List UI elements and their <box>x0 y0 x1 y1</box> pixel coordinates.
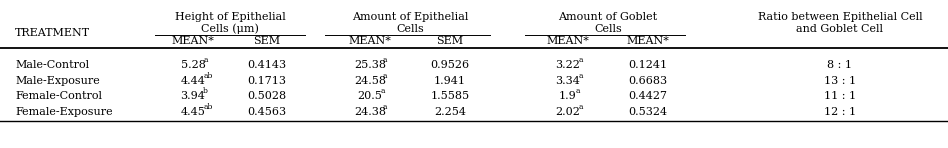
Text: 0.4143: 0.4143 <box>247 60 286 70</box>
Text: 3.34: 3.34 <box>556 76 580 86</box>
Text: 0.4427: 0.4427 <box>629 91 667 101</box>
Text: 24.58: 24.58 <box>354 76 386 86</box>
Text: SEM: SEM <box>436 36 464 46</box>
Text: a: a <box>578 103 583 111</box>
Text: Male-Exposure: Male-Exposure <box>15 76 100 86</box>
Text: SEM: SEM <box>253 36 281 46</box>
Text: ab: ab <box>203 72 212 80</box>
Text: 4.45: 4.45 <box>180 107 206 117</box>
Text: 4.44: 4.44 <box>180 76 206 86</box>
Text: MEAN*: MEAN* <box>547 36 590 46</box>
Text: 25.38: 25.38 <box>354 60 386 70</box>
Text: and Goblet Cell: and Goblet Cell <box>796 24 884 34</box>
Text: Female-Exposure: Female-Exposure <box>15 107 113 117</box>
Text: MEAN*: MEAN* <box>349 36 392 46</box>
Text: 0.6683: 0.6683 <box>629 76 667 86</box>
Text: MEAN*: MEAN* <box>172 36 214 46</box>
Text: 12 : 1: 12 : 1 <box>824 107 856 117</box>
Text: Cells: Cells <box>594 24 622 34</box>
Text: TREATMENT: TREATMENT <box>15 28 90 37</box>
Text: ab: ab <box>203 103 212 111</box>
Text: 11 : 1: 11 : 1 <box>824 91 856 101</box>
Text: Female-Control: Female-Control <box>15 91 102 101</box>
Text: 0.1241: 0.1241 <box>629 60 667 70</box>
Text: 2.254: 2.254 <box>434 107 466 117</box>
Text: 0.9526: 0.9526 <box>430 60 469 70</box>
Text: 3.94: 3.94 <box>180 91 206 101</box>
Text: a: a <box>382 72 387 80</box>
Text: 1.5585: 1.5585 <box>430 91 469 101</box>
Text: 0.5324: 0.5324 <box>629 107 667 117</box>
Text: 2.02: 2.02 <box>556 107 580 117</box>
Text: 8 : 1: 8 : 1 <box>828 60 852 70</box>
Text: Amount of Epithelial: Amount of Epithelial <box>352 12 468 22</box>
Text: 13 : 1: 13 : 1 <box>824 76 856 86</box>
Text: 5.28: 5.28 <box>180 60 206 70</box>
Text: Amount of Goblet: Amount of Goblet <box>558 12 658 22</box>
Text: 0.4563: 0.4563 <box>247 107 286 117</box>
Text: Cells: Cells <box>396 24 424 34</box>
Text: 3.22: 3.22 <box>556 60 580 70</box>
Text: a: a <box>382 56 387 64</box>
Text: 0.5028: 0.5028 <box>247 91 286 101</box>
Text: a: a <box>382 103 387 111</box>
Text: a: a <box>575 87 580 95</box>
Text: a: a <box>578 72 583 80</box>
Text: Ratio between Epithelial Cell: Ratio between Epithelial Cell <box>757 12 922 22</box>
Text: a: a <box>578 56 583 64</box>
Text: b: b <box>203 87 208 95</box>
Text: Cells (μm): Cells (μm) <box>201 24 259 34</box>
Text: 1.9: 1.9 <box>559 91 577 101</box>
Text: 24.38: 24.38 <box>354 107 386 117</box>
Text: a: a <box>380 87 385 95</box>
Text: 1.941: 1.941 <box>434 76 466 86</box>
Text: 0.1713: 0.1713 <box>247 76 286 86</box>
Text: Height of Epithelial: Height of Epithelial <box>174 12 285 22</box>
Text: a: a <box>203 56 208 64</box>
Text: Male-Control: Male-Control <box>15 60 89 70</box>
Text: MEAN*: MEAN* <box>627 36 669 46</box>
Text: 20.5: 20.5 <box>357 91 382 101</box>
